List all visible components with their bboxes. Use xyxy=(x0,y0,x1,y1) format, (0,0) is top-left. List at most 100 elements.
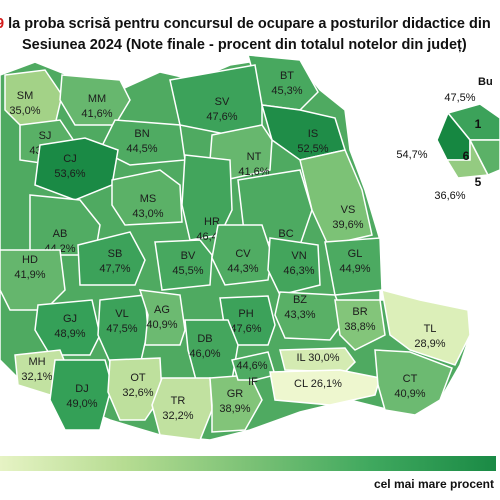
county-ms xyxy=(111,169,183,226)
county-value-gj: 48,9% xyxy=(54,328,85,340)
county-code-bt: BT xyxy=(280,70,294,82)
county-code-gr: GR xyxy=(227,388,244,400)
county-value-ct: 40,9% xyxy=(394,388,425,400)
county-code-ms: MS xyxy=(140,193,157,205)
county-value-vn: 46,3% xyxy=(283,265,314,277)
county-value-bt: 45,3% xyxy=(271,85,302,97)
title-highlight: 9 xyxy=(0,16,5,32)
legend-color-scale xyxy=(0,456,496,471)
county-value-ph: 47,6% xyxy=(230,323,261,335)
county-code-bc: BC xyxy=(278,228,293,240)
county-code-sv: SV xyxy=(215,96,230,108)
county-code-bz: BZ xyxy=(293,294,307,306)
bucharest-inset: 1 6 5 47,5% 54,7% 36,6% xyxy=(396,92,500,202)
county-code-ph: PH xyxy=(238,308,253,320)
county-code-bn: BN xyxy=(134,128,149,140)
county-code-bv: BV xyxy=(181,250,196,262)
county-code-tl: TL xyxy=(424,323,437,335)
county-value-bv: 45,5% xyxy=(172,265,203,277)
sector-5-value: 36,6% xyxy=(434,190,465,202)
county-code-sm: SM xyxy=(17,90,34,102)
legend-high-label: cel mai mare procent xyxy=(373,477,494,491)
county-value-gr: 38,9% xyxy=(219,403,250,415)
county-il xyxy=(279,347,356,373)
county-value-dj: 49,0% xyxy=(66,398,97,410)
county-code-hr: HR xyxy=(204,216,220,228)
bucharest-sector-other xyxy=(468,139,500,176)
county-ct xyxy=(374,349,453,416)
county-ot xyxy=(107,357,163,421)
county-dj xyxy=(49,359,113,431)
county-code-cv: CV xyxy=(235,248,251,260)
county-value-cv: 44,3% xyxy=(227,263,258,275)
county-value-sb: 47,7% xyxy=(99,263,130,275)
county-value-sm: 35,0% xyxy=(9,105,40,117)
county-code-mm: MM xyxy=(88,93,106,105)
county-value-bn: 44,5% xyxy=(126,143,157,155)
county-value-hd: 41,9% xyxy=(14,269,45,281)
county-code-ab: AB xyxy=(53,228,68,240)
county-code-ct: CT xyxy=(403,373,418,385)
county-bv xyxy=(154,239,213,291)
county-code-if: IF xyxy=(248,376,258,388)
county-code-br: BR xyxy=(352,306,367,318)
county-code-cj: CJ xyxy=(63,153,76,165)
county-tr xyxy=(151,377,213,441)
county-value-mh: 32,1% xyxy=(21,371,52,383)
county-bz xyxy=(274,291,346,341)
county-value-cj: 53,6% xyxy=(54,168,85,180)
county-vn xyxy=(267,237,321,296)
title-text: la proba scrisă pentru concursul de ocup… xyxy=(4,16,491,32)
county-value-sv: 47,6% xyxy=(206,111,237,123)
county-if xyxy=(231,351,276,381)
county-value-nt: 41,6% xyxy=(238,166,269,178)
county-gj xyxy=(34,299,101,356)
county-value-ms: 43,0% xyxy=(132,208,163,220)
sector-6-value: 54,7% xyxy=(396,149,427,161)
sector-1-number: 1 xyxy=(475,117,482,131)
county-value-tr: 32,2% xyxy=(162,410,193,422)
county-value-tl: 28,9% xyxy=(414,338,445,350)
county-code-mh: MH xyxy=(28,356,45,368)
county-value-bz: 43,3% xyxy=(284,309,315,321)
county-value-mm: 41,6% xyxy=(81,108,112,120)
county-cv xyxy=(211,224,273,286)
county-value-ag: 40,9% xyxy=(146,319,177,331)
county-value-vs: 39,6% xyxy=(332,219,363,231)
county-label-il: IL 30,0% xyxy=(296,352,339,364)
county-code-vl: VL xyxy=(115,308,128,320)
county-code-nt: NT xyxy=(247,151,262,163)
county-br xyxy=(334,299,386,351)
chart-title-line1: 9 la proba scrisă pentru concursul de oc… xyxy=(0,16,500,32)
county-value-gl: 44,9% xyxy=(339,263,370,275)
county-value-vl: 47,5% xyxy=(106,323,137,335)
county-value-is: 52,5% xyxy=(297,143,328,155)
county-code-sb: SB xyxy=(108,248,123,260)
sector-5-number: 5 xyxy=(475,175,482,189)
county-value-br: 38,8% xyxy=(344,321,375,333)
county-code-dj: DJ xyxy=(75,383,88,395)
sector-6-number: 6 xyxy=(463,149,470,163)
county-code-is: IS xyxy=(308,128,318,140)
county-sb xyxy=(77,231,146,286)
county-code-sj: SJ xyxy=(39,130,52,142)
county-code-ag: AG xyxy=(154,304,170,316)
county-vs xyxy=(299,149,373,246)
county-value-db: 46,0% xyxy=(189,348,220,360)
county-code-hd: HD xyxy=(22,254,38,266)
county-code-db: DB xyxy=(197,333,212,345)
chart-title-line2: Sesiunea 2024 (Note finale - procent din… xyxy=(22,37,467,53)
county-label-cl: CL 26,1% xyxy=(294,378,342,390)
bucharest-label: Bu xyxy=(478,76,493,88)
sector-1-value: 47,5% xyxy=(444,92,475,104)
county-cl xyxy=(269,369,381,406)
county-code-ot: OT xyxy=(130,372,146,384)
county-tl xyxy=(381,288,471,366)
county-value-ot: 32,6% xyxy=(122,387,153,399)
county-code-gj: GJ xyxy=(63,313,77,325)
county-value-if: 44,6% xyxy=(236,360,267,372)
county-code-vs: VS xyxy=(341,204,356,216)
county-ag xyxy=(138,289,186,346)
county-code-vn: VN xyxy=(291,250,306,262)
